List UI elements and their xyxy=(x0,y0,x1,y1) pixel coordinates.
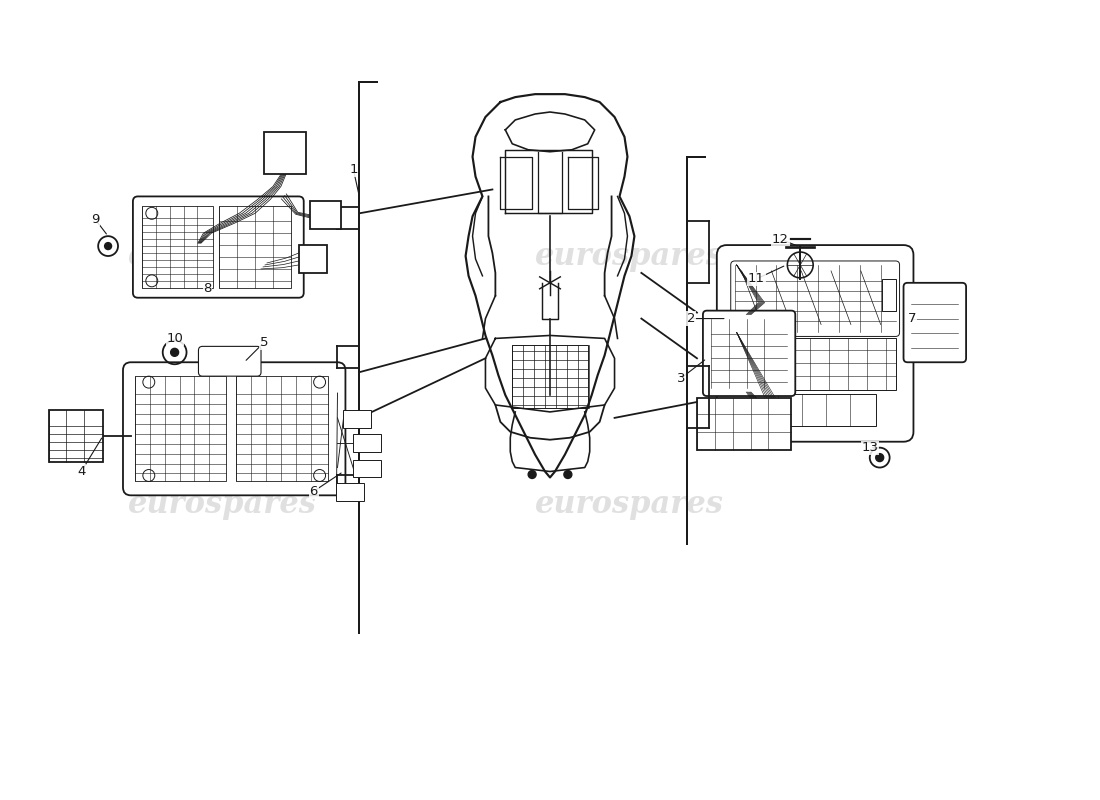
Bar xyxy=(353,459,382,478)
Text: 13: 13 xyxy=(861,441,878,454)
Bar xyxy=(513,346,587,408)
Bar xyxy=(353,434,382,452)
Text: eurospares: eurospares xyxy=(535,241,724,271)
FancyBboxPatch shape xyxy=(903,283,966,362)
Circle shape xyxy=(564,470,572,478)
Text: eurospares: eurospares xyxy=(128,489,317,520)
FancyBboxPatch shape xyxy=(198,346,261,376)
Text: 11: 11 xyxy=(748,272,766,286)
Bar xyxy=(735,338,895,390)
Bar xyxy=(219,206,290,288)
Bar xyxy=(882,279,895,310)
Bar xyxy=(142,206,213,288)
Bar xyxy=(343,410,372,428)
Circle shape xyxy=(876,454,883,462)
Text: 6: 6 xyxy=(309,485,318,498)
FancyBboxPatch shape xyxy=(717,245,913,442)
Circle shape xyxy=(104,242,111,250)
Text: 1: 1 xyxy=(349,163,358,176)
Text: 8: 8 xyxy=(204,282,211,295)
Text: 7: 7 xyxy=(909,312,916,325)
Text: 9: 9 xyxy=(91,213,99,226)
Bar xyxy=(755,394,876,426)
Bar xyxy=(337,483,364,502)
FancyBboxPatch shape xyxy=(123,362,345,495)
Bar xyxy=(264,132,306,174)
Text: eurospares: eurospares xyxy=(128,241,317,271)
Circle shape xyxy=(528,470,536,478)
Text: 5: 5 xyxy=(260,336,268,349)
Text: 3: 3 xyxy=(676,372,685,385)
Text: 2: 2 xyxy=(686,312,695,325)
Circle shape xyxy=(170,348,178,356)
Text: 10: 10 xyxy=(166,332,183,345)
Text: 4: 4 xyxy=(77,465,86,478)
Bar xyxy=(697,398,791,450)
FancyBboxPatch shape xyxy=(133,197,304,298)
Bar xyxy=(48,410,103,462)
Bar xyxy=(236,376,328,482)
Bar xyxy=(299,245,327,273)
FancyBboxPatch shape xyxy=(703,310,795,396)
Bar xyxy=(310,202,341,229)
Text: eurospares: eurospares xyxy=(535,489,724,520)
Bar xyxy=(135,376,227,482)
FancyBboxPatch shape xyxy=(730,261,900,337)
Text: 12: 12 xyxy=(772,233,789,246)
